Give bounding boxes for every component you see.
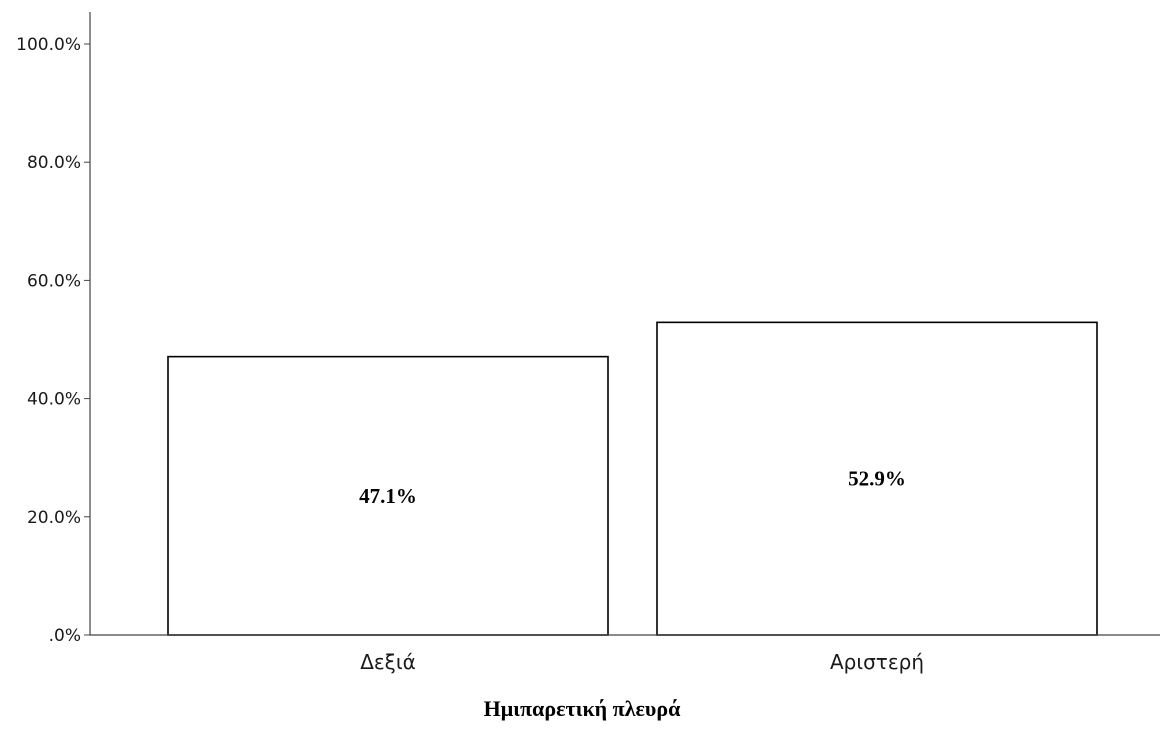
y-tick-label: 40.0%: [27, 390, 81, 410]
x-axis-labels: Δεξιά Αριστερή: [360, 650, 924, 674]
bar-data-label: 47.1%: [359, 484, 417, 508]
bar-1: [167, 355, 609, 636]
bar-data-label: 52.9%: [848, 467, 906, 491]
axes-group: [89, 12, 1160, 636]
bar-2: [656, 321, 1098, 636]
y-tick-label: 100.0%: [16, 35, 81, 55]
x-tick-label: Αριστερή: [830, 650, 924, 674]
x-axis-title: Ημιπαρετική πλευρά: [484, 696, 682, 721]
y-axis-ticks: .0% 20.0% 40.0% 60.0% 80.0% 100.0%: [16, 35, 90, 646]
bars-group: 47.1% 52.9%: [167, 321, 1098, 636]
y-tick-label: 20.0%: [27, 508, 81, 528]
y-tick-label: .0%: [49, 626, 81, 646]
x-tick-label: Δεξιά: [360, 650, 416, 674]
y-tick-label: 60.0%: [27, 271, 81, 291]
y-tick-label: 80.0%: [27, 153, 81, 173]
